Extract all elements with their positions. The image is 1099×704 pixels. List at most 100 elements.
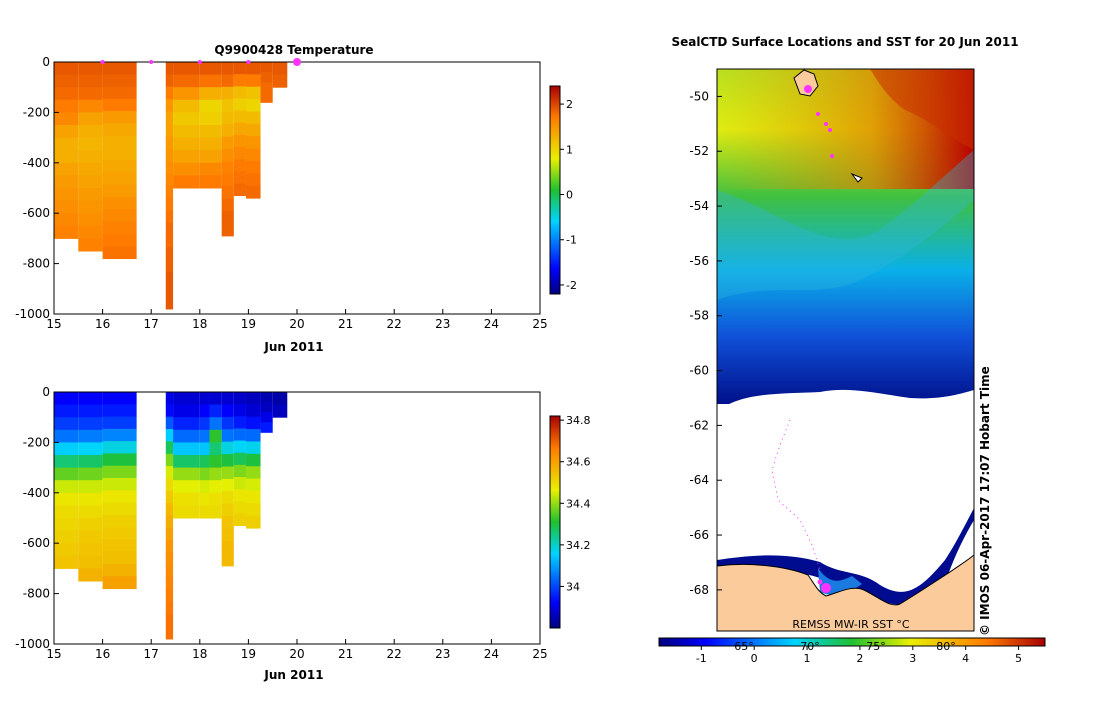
profile-cell <box>199 162 222 176</box>
island-land <box>793 69 819 97</box>
profile-cell <box>245 173 261 187</box>
profile-cell <box>209 429 222 443</box>
profile-cell <box>165 614 174 628</box>
profile-cell <box>54 392 79 406</box>
profile-cell <box>102 147 137 161</box>
antarctic-land <box>716 553 975 632</box>
profile-cell <box>54 480 79 494</box>
profile-cell <box>199 417 210 431</box>
profile-cell <box>165 626 174 640</box>
profile-cell <box>221 491 234 505</box>
profile-cell <box>54 467 79 481</box>
profile-cell <box>102 404 137 418</box>
profile-cell <box>260 402 273 413</box>
profile-cell <box>102 453 137 467</box>
profile-cell <box>233 74 246 87</box>
profile-cell <box>102 197 137 210</box>
profile-cell <box>245 111 261 125</box>
profile-cell <box>173 467 200 481</box>
profile-cell <box>221 223 234 237</box>
temperature-profile-markers <box>100 58 301 66</box>
salinity-colorbar <box>549 415 561 629</box>
profile-cell <box>221 541 234 554</box>
profile-cell <box>221 198 234 212</box>
profile-cell <box>165 416 174 430</box>
profile-cell <box>165 62 174 75</box>
longitude-label: 75° <box>866 640 886 653</box>
profile-cell <box>199 62 222 76</box>
profile-cell <box>221 416 234 430</box>
profile-cell <box>221 124 234 138</box>
profile-cell <box>199 492 210 506</box>
profile-cell <box>165 453 174 467</box>
y-tick-label: -200 <box>23 105 50 119</box>
profile-cell <box>272 62 288 76</box>
profile-marker <box>149 60 154 64</box>
profile-cell <box>233 513 246 527</box>
profile-cell <box>78 175 103 189</box>
x-tick-label: 19 <box>241 317 256 331</box>
profile-cell <box>260 62 273 73</box>
lat-tick-label: -66 <box>689 528 709 542</box>
profile-cell <box>260 422 273 433</box>
sea-ice-region <box>717 389 974 563</box>
profile-cell <box>102 160 137 174</box>
profile-cell <box>221 516 234 530</box>
profile-cell <box>165 601 174 615</box>
x-tick-label: 18 <box>192 647 207 661</box>
profile-cell <box>78 200 103 214</box>
profile-cell <box>54 62 79 76</box>
y-tick-label: -600 <box>23 536 50 550</box>
profile-cell <box>102 86 137 100</box>
profile-cell <box>260 412 273 423</box>
profile-cell <box>54 188 79 202</box>
x-tick-label: 20 <box>289 317 304 331</box>
profile-cell <box>102 477 137 491</box>
profile-cell <box>199 429 210 443</box>
profile-cell <box>54 442 79 456</box>
profile-cell <box>221 186 234 200</box>
profile-cell <box>165 74 174 88</box>
profile-cell <box>78 429 103 443</box>
profile-cell <box>233 464 246 478</box>
colorbar-tick-label: 34.6 <box>566 456 591 469</box>
profile-cell <box>173 392 200 406</box>
profile-cell <box>245 515 261 529</box>
y-tick-label: 0 <box>42 55 50 69</box>
profile-cell <box>102 184 137 198</box>
profile-cell <box>245 416 261 430</box>
y-tick-label: -1000 <box>15 307 50 321</box>
profile-cell <box>102 416 137 430</box>
profile-cell <box>102 514 137 528</box>
profile-cell <box>233 171 246 184</box>
profile-cell <box>221 136 234 150</box>
profile-cell <box>221 99 234 113</box>
x-tick-label: 22 <box>387 317 402 331</box>
track-point <box>816 112 820 116</box>
profile-cell <box>233 428 246 442</box>
profile-cell <box>165 86 174 100</box>
x-tick-label: 24 <box>484 317 499 331</box>
profile-cell <box>233 122 246 136</box>
profile-cell <box>102 490 137 504</box>
profile-cell <box>272 392 288 406</box>
x-tick-label: 23 <box>435 647 450 661</box>
profile-cell <box>78 442 103 456</box>
x-tick-label: 15 <box>46 317 61 331</box>
profile-cell <box>165 441 174 455</box>
track-point <box>830 154 834 158</box>
profile-cell <box>102 172 137 186</box>
x-tick-label: 16 <box>95 647 110 661</box>
profile-cell <box>221 111 234 125</box>
profile-cell <box>54 492 79 506</box>
sst-colorbar-tick-label: -1 <box>696 652 707 665</box>
x-tick-label: 20 <box>289 647 304 661</box>
profile-cell <box>221 454 234 468</box>
profile-cell <box>173 429 200 443</box>
profile-cell <box>221 62 234 75</box>
temperature-title: Q9900428 Temperature <box>214 43 373 57</box>
profile-cell <box>165 99 174 112</box>
profile-cell <box>199 392 210 406</box>
colorbar-tick-label: -2 <box>566 279 577 292</box>
y-tick-label: -800 <box>23 257 50 271</box>
